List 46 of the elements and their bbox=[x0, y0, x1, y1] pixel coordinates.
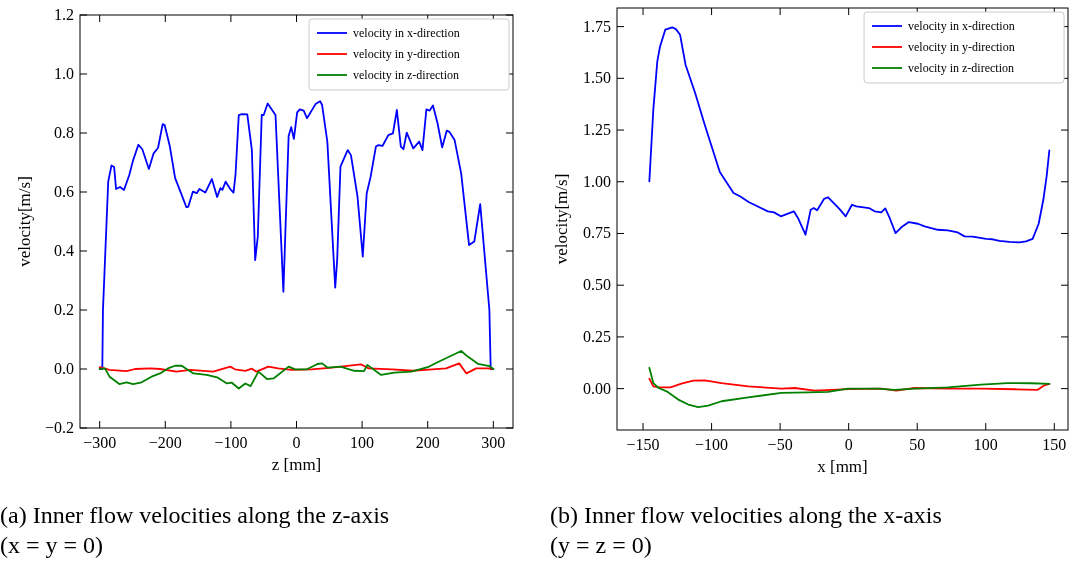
legend-label: velocity in x-direction bbox=[908, 19, 1015, 33]
x-axis-title: x [mm] bbox=[817, 457, 868, 476]
y-tick-label: 1.25 bbox=[583, 121, 611, 139]
x-tick-label: 100 bbox=[973, 436, 998, 453]
x-tick-label: −100 bbox=[695, 436, 729, 453]
y-tick-label: 1.50 bbox=[583, 69, 611, 87]
y-tick-label: 1.2 bbox=[54, 6, 74, 23]
x-tick-label: −300 bbox=[83, 434, 117, 451]
y-tick-label: 0.8 bbox=[54, 124, 74, 141]
legend-label: velocity in x-direction bbox=[353, 26, 460, 40]
y-tick-label: 1.00 bbox=[583, 172, 611, 190]
y-tick-label: 0.75 bbox=[583, 224, 611, 242]
line-series bbox=[98, 100, 495, 370]
legend-label: velocity in z-direction bbox=[908, 61, 1014, 75]
x-tick-label: 50 bbox=[909, 436, 926, 453]
y-axis-title: velocity[m/s] bbox=[552, 173, 571, 265]
x-tick-label: −50 bbox=[767, 436, 793, 453]
y-tick-label: −0.2 bbox=[44, 419, 74, 436]
x-axis-title: z [mm] bbox=[271, 455, 322, 474]
text: (b) Inner flow velocities along the x-axis (y = z = 0) bbox=[550, 501, 943, 560]
line-series bbox=[98, 350, 495, 390]
x-tick-label: −150 bbox=[626, 436, 660, 453]
legend-label: velocity in y-direction bbox=[908, 40, 1015, 54]
line-series bbox=[98, 362, 495, 375]
y-tick-label: 1.0 bbox=[54, 65, 74, 82]
y-axis-title: velocity[m/s] bbox=[15, 176, 34, 267]
x-tick-label: 300 bbox=[481, 434, 506, 451]
y-tick-label: 0.50 bbox=[583, 276, 611, 294]
x-tick-label: 0 bbox=[292, 434, 301, 451]
line-series bbox=[648, 367, 1051, 408]
y-tick-label: 0.2 bbox=[54, 301, 74, 318]
x-tick-label: 150 bbox=[1042, 436, 1067, 453]
y-tick-label: 1.75 bbox=[583, 17, 611, 35]
x-tick-label: 0 bbox=[844, 436, 853, 453]
y-tick-label: 0.00 bbox=[583, 379, 611, 397]
y-tick-label: 0.25 bbox=[583, 327, 611, 345]
y-tick-label: 0.4 bbox=[54, 242, 74, 259]
legend-label: velocity in y-direction bbox=[353, 47, 460, 61]
x-tick-label: −100 bbox=[214, 434, 248, 451]
x-tick-label: −200 bbox=[148, 434, 182, 451]
y-tick-label: 0.0 bbox=[54, 360, 74, 377]
x-tick-label: 100 bbox=[350, 434, 375, 451]
text: (a) Inner flow velocities along the z-axis (x = y = 0) bbox=[0, 501, 390, 560]
x-tick-label: 200 bbox=[415, 434, 440, 451]
legend-label: velocity in z-direction bbox=[353, 68, 459, 82]
y-tick-label: 0.6 bbox=[54, 183, 74, 200]
